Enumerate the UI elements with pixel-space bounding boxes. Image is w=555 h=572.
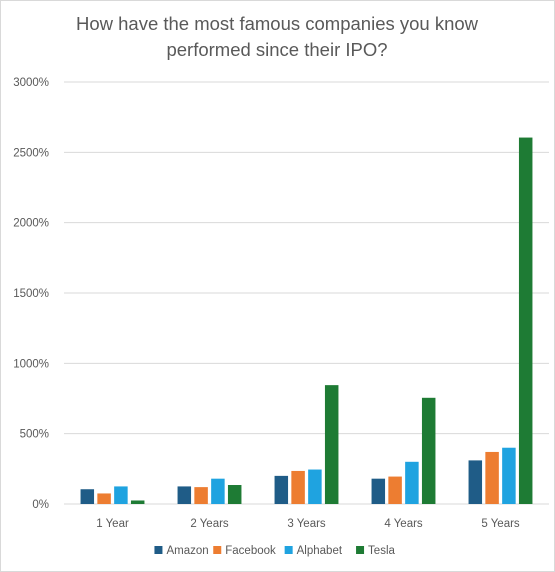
x-tick-label: 4 Years — [384, 518, 423, 530]
bar-facebook-3-years — [291, 470, 305, 504]
chart-title-line-1: How have the most famous companies you k… — [76, 13, 479, 34]
bar-tesla-2-years — [227, 485, 242, 504]
bar-amazon-4-years — [371, 478, 386, 504]
bar-alphabet-3-years — [308, 469, 322, 504]
legend-label-tesla: Tesla — [368, 545, 395, 557]
bar-alphabet-4-years — [405, 461, 419, 504]
y-tick-label: 1500% — [13, 288, 49, 300]
bar-tesla-5-years — [518, 137, 533, 504]
bar-tesla-4-years — [421, 397, 436, 504]
bar-facebook-2-years — [194, 487, 208, 504]
y-tick-label: 500% — [20, 429, 49, 441]
bar-facebook-5-years — [485, 451, 499, 504]
bar-amazon-3-years — [274, 475, 289, 504]
chart-title-line-2: performed since their IPO? — [166, 39, 387, 60]
legend-label-alphabet: Alphabet — [297, 545, 343, 557]
legend-swatch-facebook — [213, 546, 222, 554]
legend-label-amazon: Amazon — [166, 545, 208, 557]
bar-tesla-3-years — [324, 385, 339, 504]
legend-swatch-alphabet — [284, 546, 293, 554]
bar-amazon-1-year — [80, 489, 95, 504]
legend: Amazon Facebook Alphabet Tesla — [154, 545, 396, 557]
y-tick-label: 0% — [32, 499, 49, 511]
y-tick-label: 2000% — [13, 218, 49, 230]
bar-alphabet-1-year — [114, 486, 128, 504]
legend-swatch-amazon — [154, 546, 163, 554]
y-axis-ticks: 0% 500% 1000% 1500% 2000% 2500% 3000% — [13, 77, 49, 511]
x-tick-label: 5 Years — [481, 518, 520, 530]
legend-swatch-tesla — [356, 546, 365, 554]
y-tick-label: 3000% — [13, 77, 49, 89]
x-axis-ticks: 1 Year 2 Years 3 Years 4 Years 5 Years — [96, 518, 520, 530]
legend-label-facebook: Facebook — [225, 545, 276, 557]
bar-amazon-5-years — [468, 460, 483, 504]
bar-facebook-1-year — [97, 493, 111, 504]
x-tick-label: 3 Years — [287, 518, 326, 530]
x-tick-label: 1 Year — [96, 518, 129, 530]
bar-tesla-1-year — [130, 500, 145, 504]
bar-alphabet-2-years — [211, 478, 225, 504]
bars — [80, 137, 533, 504]
y-tick-label: 1000% — [13, 358, 49, 370]
bar-alphabet-5-years — [502, 447, 516, 504]
bar-amazon-2-years — [177, 486, 192, 504]
x-tick-label: 2 Years — [190, 518, 229, 530]
y-tick-label: 2500% — [13, 147, 49, 159]
gridlines — [64, 81, 549, 505]
bar-facebook-4-years — [388, 476, 402, 504]
